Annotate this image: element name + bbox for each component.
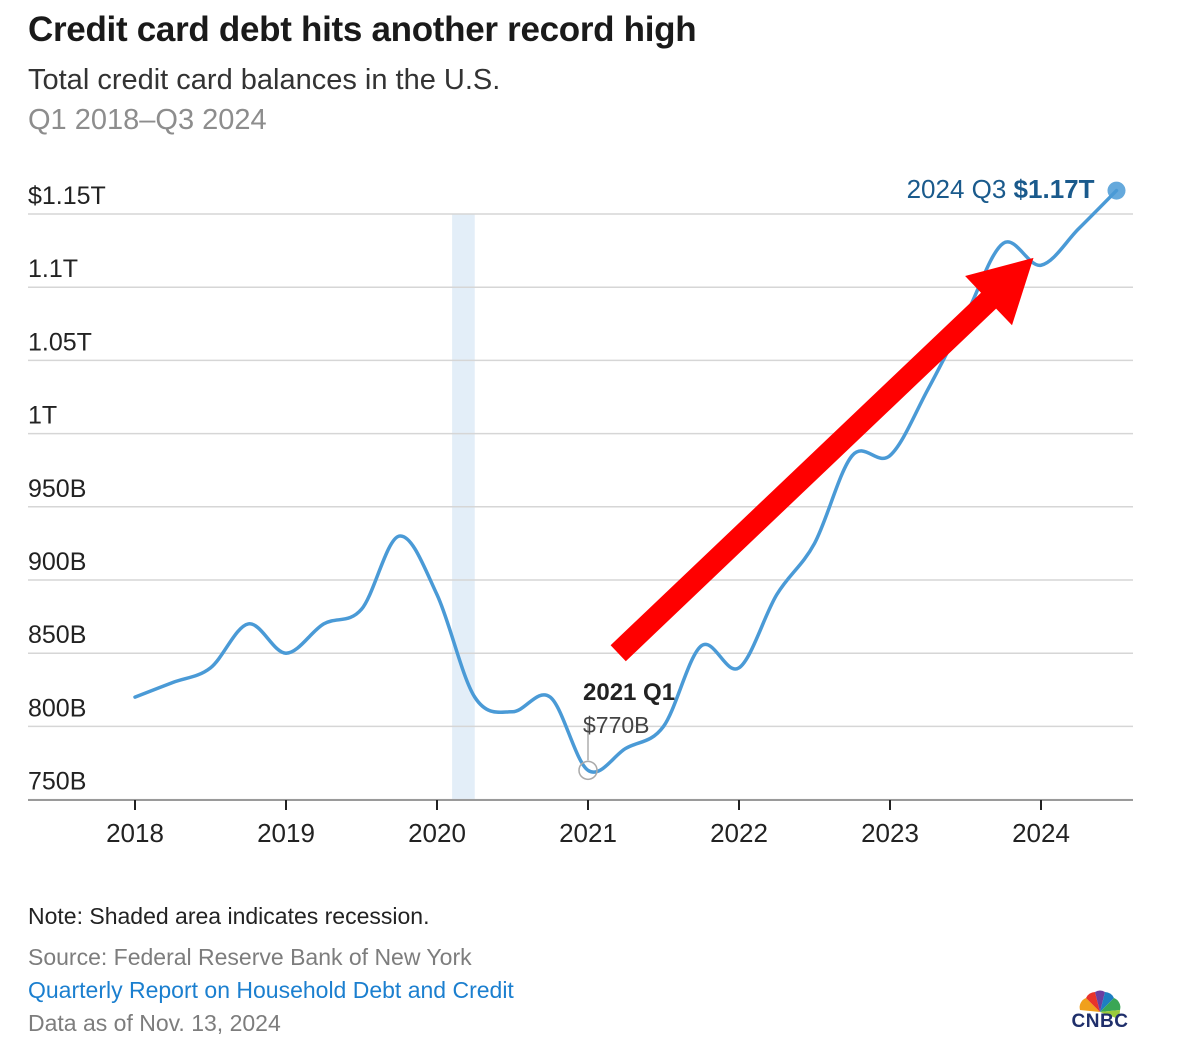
x-tick-label: 2020 [408,818,466,848]
x-tick-label: 2018 [106,818,164,848]
end-annotation-value: $1.17T [1014,174,1095,204]
y-tick-label: 750B [28,768,86,796]
end-annotation-label: 2024 Q3 [907,174,1014,204]
chart-title: Credit card debt hits another record hig… [28,10,697,49]
footer-source: Source: Federal Reserve Bank of New York [28,944,472,970]
report-link[interactable]: Quarterly Report on Household Debt and C… [28,977,514,1003]
y-tick-label: 850B [28,621,86,649]
x-tick-label: 2022 [710,818,768,848]
x-tick-label: 2021 [559,818,617,848]
y-tick-label: 1T [28,402,57,430]
annotation-label: 2021 Q1 [583,679,675,706]
credit-card-balance-chart: 750B 800B 850B 900B 950B 1T 1.05T 1.1T $1.15T 201… [28,174,1133,848]
chart-date-range: Q1 2018–Q3 2024 [28,104,267,136]
annotation-value: $770B [583,712,650,738]
cnbc-peacock-logo [1079,990,1121,1018]
x-tick-label: 2024 [1012,818,1070,848]
end-annotation: 2024 Q3 $1.17T [907,174,1095,204]
end-point-marker [1107,181,1126,200]
y-tick-label: 900B [28,548,86,576]
chart-subtitle: Total credit card balances in the U.S. [28,64,501,96]
y-tick-label: 800B [28,694,86,722]
footer-note: Note: Shaded area indicates recession. [28,903,430,929]
y-tick-label: 1.05T [28,328,92,356]
cnbc-logo-text: CNBC [1071,1011,1129,1032]
low-point-marker [578,760,598,781]
y-tick-label: 950B [28,475,86,503]
footer-as-of: Data as of Nov. 13, 2024 [28,1010,281,1036]
x-tick-label: 2019 [257,818,315,848]
red-trend-arrow [610,257,1034,662]
y-tick-label: $1.15T [28,182,106,210]
y-tick-label: 1.1T [28,255,78,283]
x-tick-label: 2023 [861,818,919,848]
